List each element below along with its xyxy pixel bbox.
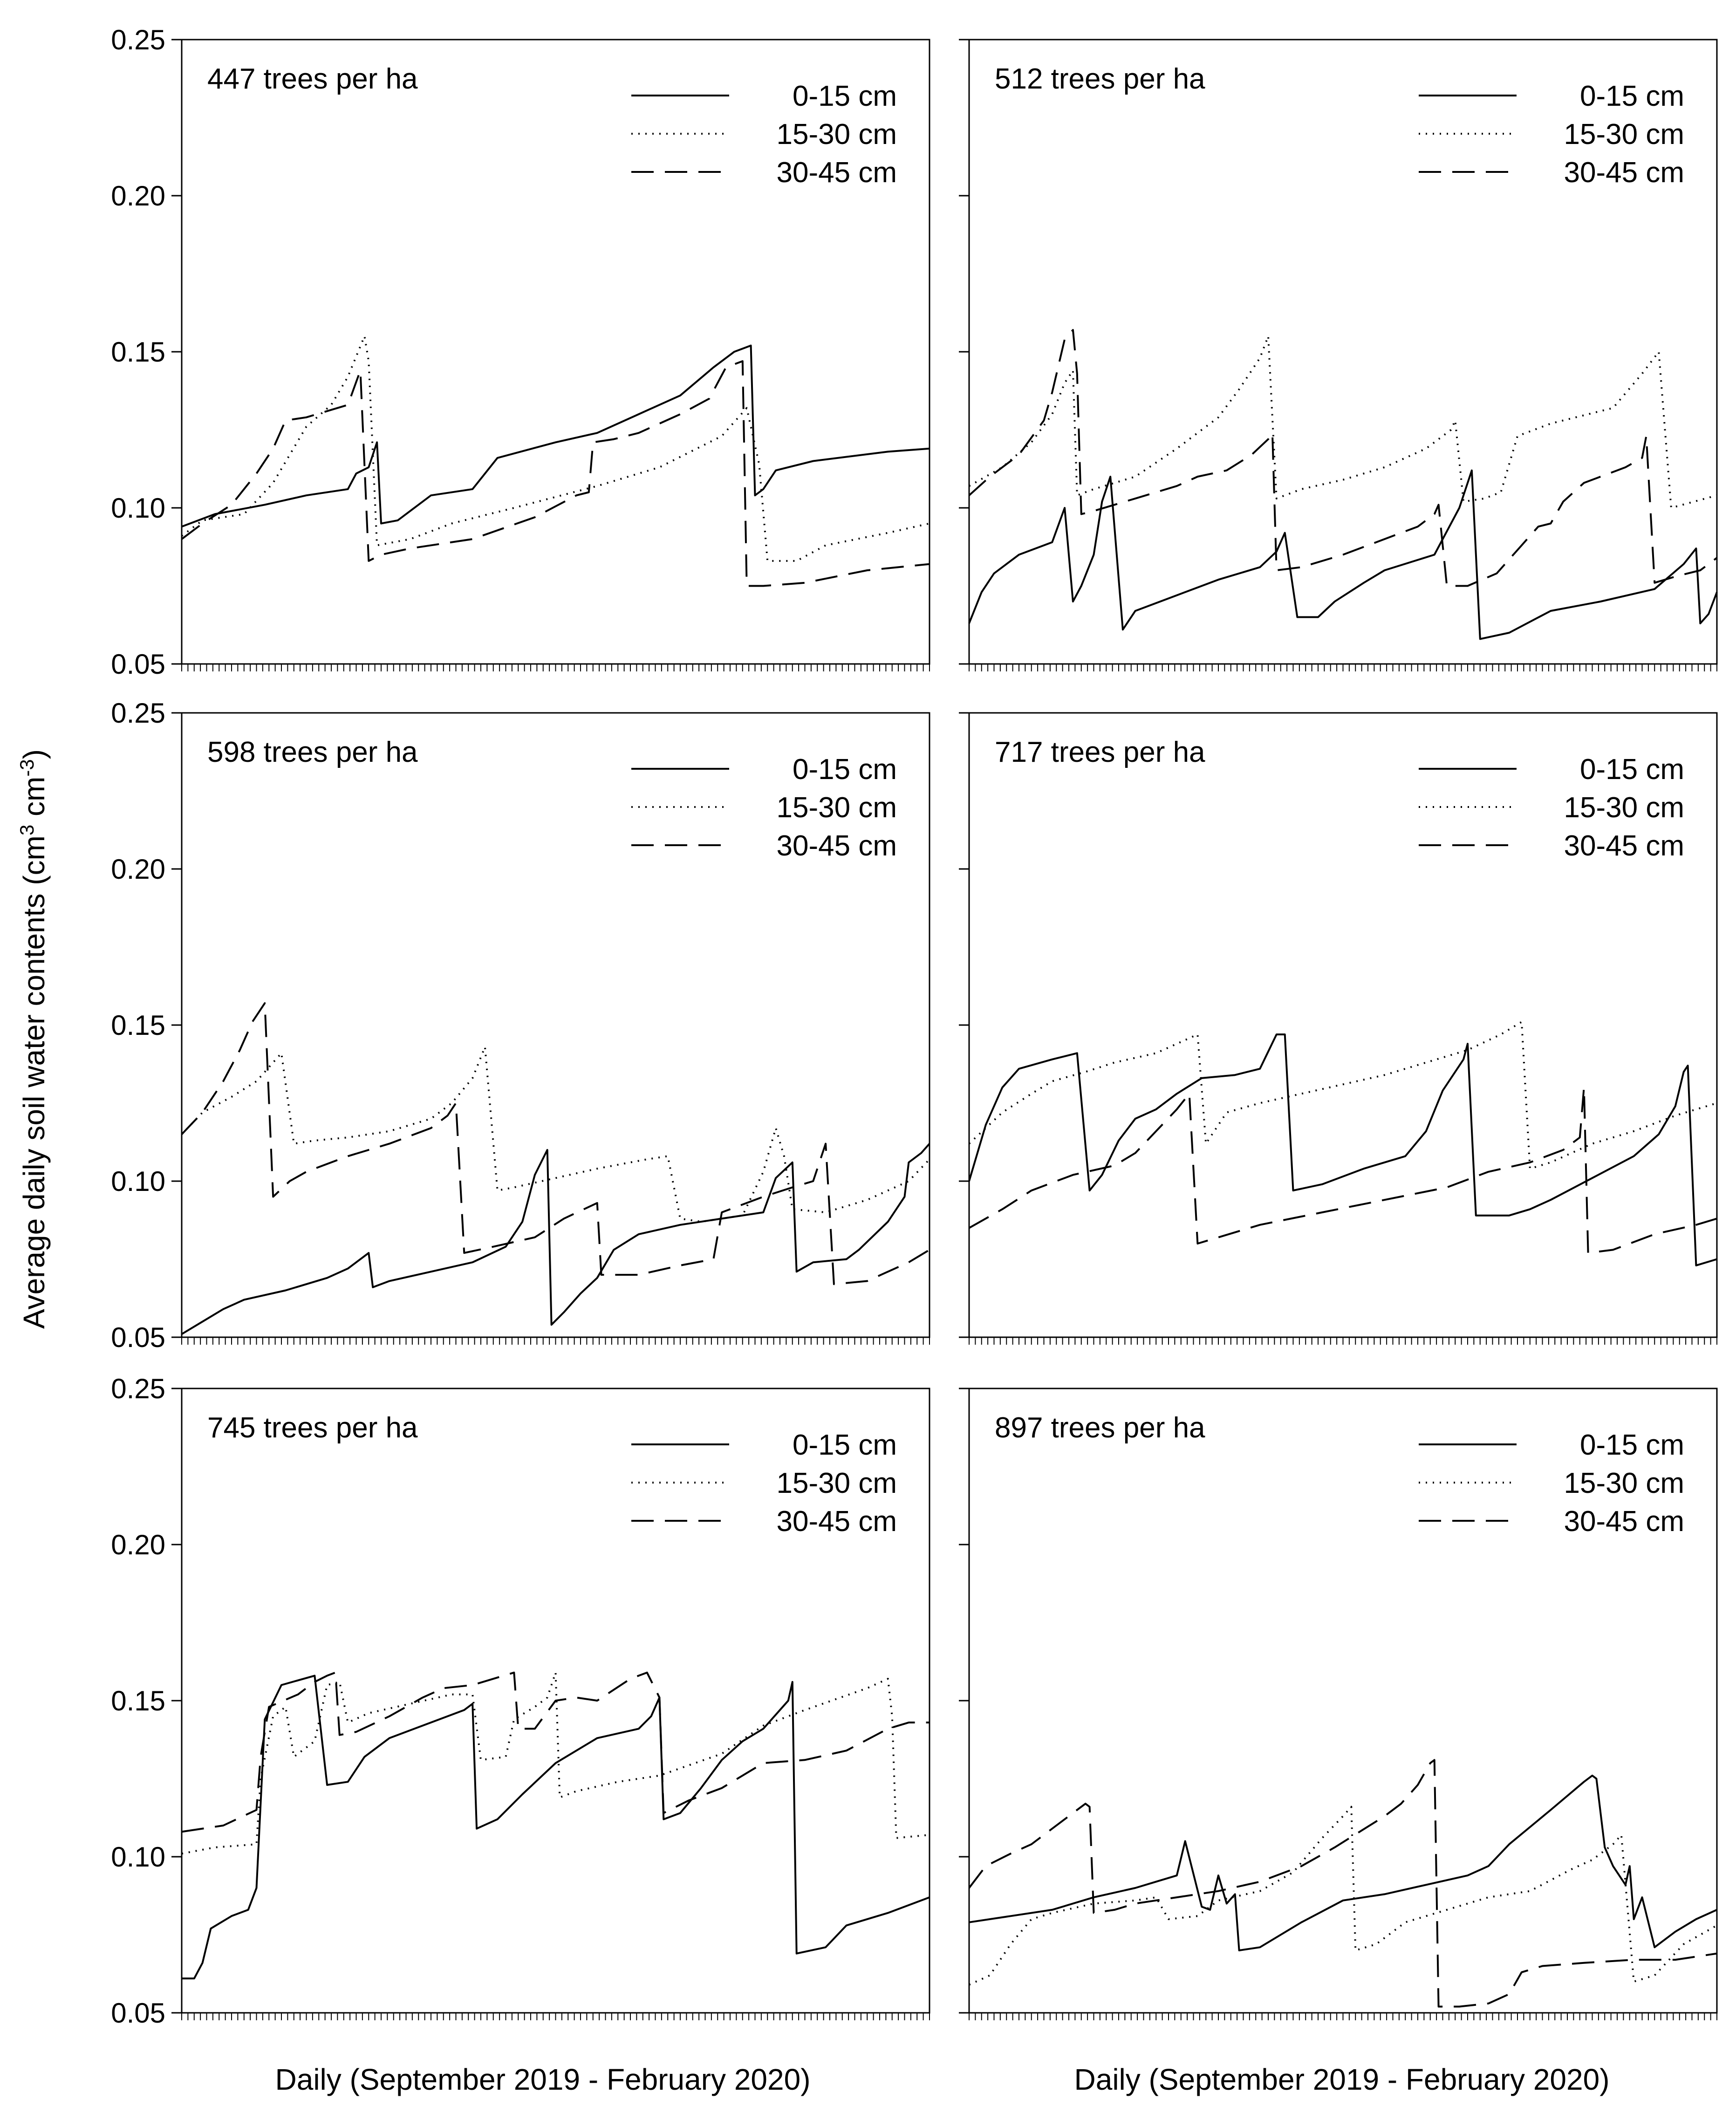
y-axis-title-mid: cm bbox=[17, 777, 51, 825]
legend-label: 0-15 cm bbox=[793, 80, 897, 112]
legend-label: 30-45 cm bbox=[1564, 830, 1684, 862]
panel-title: 598 trees per ha bbox=[207, 736, 418, 768]
panel-title: 897 trees per ha bbox=[995, 1412, 1205, 1444]
series-line-15-30cm bbox=[968, 1021, 1717, 1170]
legend-label: 30-45 cm bbox=[1564, 157, 1684, 189]
panel-title: 447 trees per ha bbox=[207, 63, 418, 95]
series-line-30-45cm bbox=[968, 329, 1718, 587]
legend-label: 0-15 cm bbox=[1580, 1429, 1684, 1461]
y-tick-label: 0.25 bbox=[111, 1373, 165, 1404]
x-axis-title-left: Daily (September 2019 - February 2020) bbox=[275, 2063, 811, 2096]
y-tick-label: 0.10 bbox=[111, 492, 165, 524]
legend-label: 0-15 cm bbox=[1580, 753, 1684, 786]
y-tick-label: 0.25 bbox=[111, 24, 165, 55]
series-line-0-15cm bbox=[968, 1033, 1717, 1266]
legend-label: 15-30 cm bbox=[777, 792, 897, 824]
y-tick-label: 0.10 bbox=[111, 1841, 165, 1873]
y-tick-label: 0.05 bbox=[111, 1322, 165, 1353]
legend-label: 15-30 cm bbox=[1564, 1467, 1684, 1499]
series-line-0-15cm bbox=[968, 469, 1718, 640]
legend-label: 0-15 cm bbox=[793, 1429, 897, 1461]
y-axis-title-main: Average daily soil water contents (cm bbox=[17, 835, 51, 1329]
legend-label: 15-30 cm bbox=[1564, 118, 1684, 150]
y-tick-label: 0.05 bbox=[111, 649, 165, 680]
legend-label: 0-15 cm bbox=[793, 753, 897, 786]
series-line-30-45cm bbox=[969, 1087, 1717, 1254]
y-axis-title-sup2: -3 bbox=[16, 759, 38, 776]
series-line-15-30cm bbox=[969, 1805, 1717, 1986]
y-axis-title-end: ) bbox=[17, 749, 51, 759]
panel-title: 717 trees per ha bbox=[995, 736, 1205, 768]
chart-panel-3: 0.05 0.10 0.15 0.20 0.25 598 trees per ha 0-15… bbox=[111, 697, 930, 1353]
series-line-0-15cm bbox=[969, 1774, 1717, 1951]
legend-label: 30-45 cm bbox=[777, 830, 897, 862]
legend-label: 30-45 cm bbox=[777, 157, 897, 189]
legend-label: 0-15 cm bbox=[1580, 80, 1684, 112]
series-line-15-30cm bbox=[181, 335, 930, 562]
series-line-0-15cm bbox=[182, 1675, 930, 1980]
chart-panel-2: 512 trees per ha 0-15 cm 15-30 cm 30-45 cm bbox=[959, 39, 1718, 671]
chart-panel-6: 897 trees per ha 0-15 cm 15-30 cm 30-45 cm bbox=[959, 1388, 1718, 2020]
series-line-0-15cm bbox=[181, 1143, 930, 1335]
series-line-30-45cm bbox=[968, 1759, 1717, 2008]
series-line-30-45cm bbox=[181, 360, 930, 587]
chart-panel-4: 717 trees per ha 0-15 cm 15-30 cm 30-45 cm bbox=[959, 712, 1718, 1345]
panels-layer: 0.05 0.10 0.15 0.20 0.25 447 trees per ha 0-15… bbox=[111, 24, 1718, 2029]
series-line-0-15cm bbox=[181, 344, 930, 528]
y-tick-label: 0.20 bbox=[111, 854, 165, 885]
series-line-15-30cm bbox=[181, 1046, 930, 1223]
y-tick-label: 0.25 bbox=[111, 697, 165, 729]
legend-label: 15-30 cm bbox=[777, 1467, 897, 1499]
y-axis-title: Average daily soil water contents (cm3 c… bbox=[16, 749, 51, 1329]
legend-label: 30-45 cm bbox=[777, 1505, 897, 1538]
y-tick-label: 0.20 bbox=[111, 180, 165, 212]
panel-title: 512 trees per ha bbox=[995, 63, 1205, 95]
legend-label: 15-30 cm bbox=[777, 118, 897, 150]
y-tick-label: 0.05 bbox=[111, 1997, 165, 2029]
y-tick-label: 0.20 bbox=[111, 1529, 165, 1560]
x-axis-title-right: Daily (September 2019 - February 2020) bbox=[1074, 2063, 1610, 2096]
legend-label: 15-30 cm bbox=[1564, 792, 1684, 824]
y-axis-title-sup1: 3 bbox=[16, 825, 38, 835]
chart-panel-1: 0.05 0.10 0.15 0.20 0.25 447 trees per ha 0-15… bbox=[111, 24, 930, 680]
chart-panel-5: 0.05 0.10 0.15 0.20 0.25 745 trees per ha 0-15… bbox=[111, 1373, 930, 2029]
y-tick-label: 0.15 bbox=[111, 336, 165, 368]
legend-label: 30-45 cm bbox=[1564, 1505, 1684, 1538]
y-tick-label: 0.15 bbox=[111, 1010, 165, 1041]
panel-title: 745 trees per ha bbox=[207, 1412, 418, 1444]
series-line-30-45cm bbox=[181, 1671, 930, 1833]
series-line-30-45cm bbox=[181, 1002, 930, 1286]
y-tick-label: 0.15 bbox=[111, 1685, 165, 1716]
y-tick-label: 0.10 bbox=[111, 1166, 165, 1197]
